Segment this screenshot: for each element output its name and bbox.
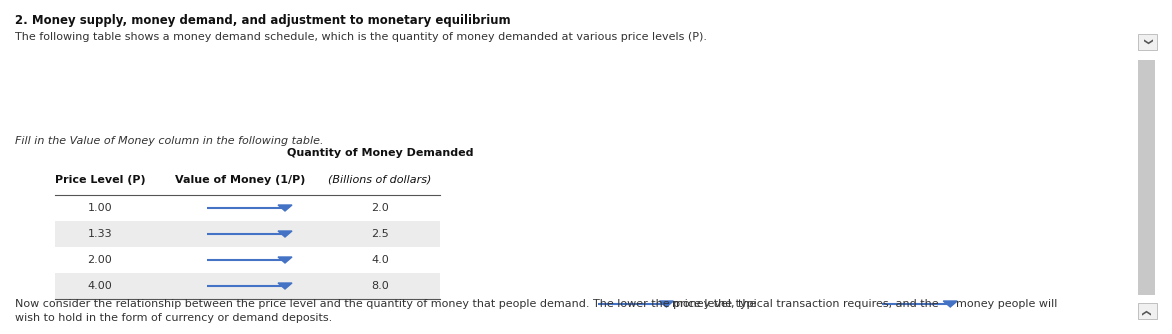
Text: 4.0: 4.0 xyxy=(372,255,389,265)
Text: 2. Money supply, money demand, and adjustment to monetary equilibrium: 2. Money supply, money demand, and adjus… xyxy=(15,14,511,27)
Text: Value of Money (1/P): Value of Money (1/P) xyxy=(175,175,305,185)
Polygon shape xyxy=(278,283,292,289)
Bar xyxy=(55,221,440,247)
Text: 1.33: 1.33 xyxy=(88,229,113,239)
Text: money the typical transaction requires, and the: money the typical transaction requires, … xyxy=(673,299,939,309)
Text: money people will: money people will xyxy=(956,299,1057,309)
Text: The following table shows a money demand schedule, which is the quantity of mone: The following table shows a money demand… xyxy=(15,32,707,42)
Text: (Billions of dollars): (Billions of dollars) xyxy=(328,175,431,185)
Text: wish to hold in the form of currency or demand deposits.: wish to hold in the form of currency or … xyxy=(15,313,332,323)
Text: 1.00: 1.00 xyxy=(88,203,113,213)
Text: 2.0: 2.0 xyxy=(372,203,389,213)
Bar xyxy=(1138,34,1157,50)
Text: 2.5: 2.5 xyxy=(372,229,389,239)
Text: Fill in the Value of Money column in the following table.: Fill in the Value of Money column in the… xyxy=(15,136,323,146)
Text: ❯: ❯ xyxy=(1142,38,1151,46)
Polygon shape xyxy=(943,301,958,307)
Polygon shape xyxy=(278,257,292,263)
Text: 4.00: 4.00 xyxy=(88,281,113,291)
Bar xyxy=(55,247,440,273)
Text: ❯: ❯ xyxy=(1142,307,1151,315)
Text: Now consider the relationship between the price level and the quantity of money : Now consider the relationship between th… xyxy=(15,299,756,309)
Bar xyxy=(55,273,440,299)
Bar xyxy=(1138,60,1154,295)
Text: 2.00: 2.00 xyxy=(88,255,113,265)
Bar xyxy=(1138,303,1157,319)
Bar xyxy=(55,195,440,221)
Text: 8.0: 8.0 xyxy=(372,281,389,291)
Polygon shape xyxy=(278,205,292,211)
Polygon shape xyxy=(660,301,674,307)
Polygon shape xyxy=(278,231,292,237)
Text: Price Level (P): Price Level (P) xyxy=(55,175,145,185)
Text: Quantity of Money Demanded: Quantity of Money Demanded xyxy=(287,148,473,158)
